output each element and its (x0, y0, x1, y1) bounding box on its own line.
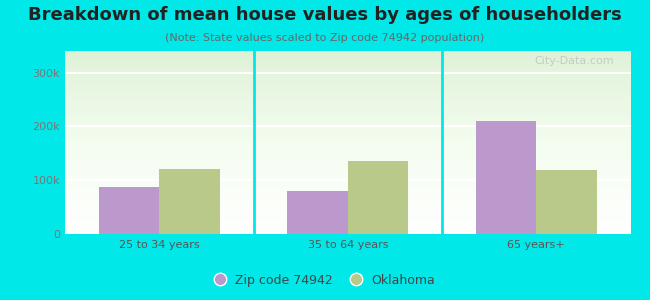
Legend: Zip code 74942, Oklahoma: Zip code 74942, Oklahoma (211, 270, 439, 291)
Text: City-Data.com: City-Data.com (534, 56, 614, 67)
Bar (348, 161, 408, 234)
Bar (159, 169, 220, 234)
Text: Breakdown of mean house values by ages of householders: Breakdown of mean house values by ages o… (28, 6, 622, 24)
Bar (287, 191, 348, 234)
Bar (476, 121, 536, 234)
Bar (536, 170, 597, 234)
Bar (99, 187, 159, 234)
Text: (Note: State values scaled to Zip code 74942 population): (Note: State values scaled to Zip code 7… (165, 33, 485, 43)
